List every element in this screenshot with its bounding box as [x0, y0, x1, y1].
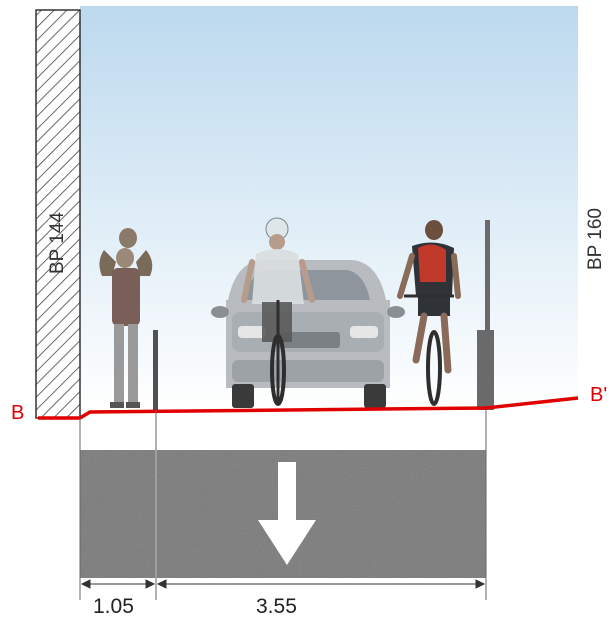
left-building-label: BP 144	[47, 212, 68, 274]
section-line	[38, 396, 579, 420]
section-start-marker: B	[11, 402, 25, 424]
bollard-left	[153, 330, 158, 410]
left-building-wall	[35, 9, 81, 419]
right-signal-box	[477, 330, 494, 410]
sidewalk-width-label: 1.05	[93, 595, 134, 618]
cyclist-right	[397, 220, 461, 406]
section-end-marker: B'	[590, 384, 608, 406]
pedestrian-figure	[99, 228, 153, 408]
dimension-line-lane	[156, 579, 486, 589]
right-building-label: BP 160	[585, 208, 606, 270]
cyclist-center	[241, 217, 315, 406]
dimension-line-sidewalk	[80, 579, 156, 589]
down-arrow-icon	[258, 462, 316, 565]
lane-width-label: 3.55	[256, 595, 297, 618]
right-pole	[485, 220, 490, 332]
